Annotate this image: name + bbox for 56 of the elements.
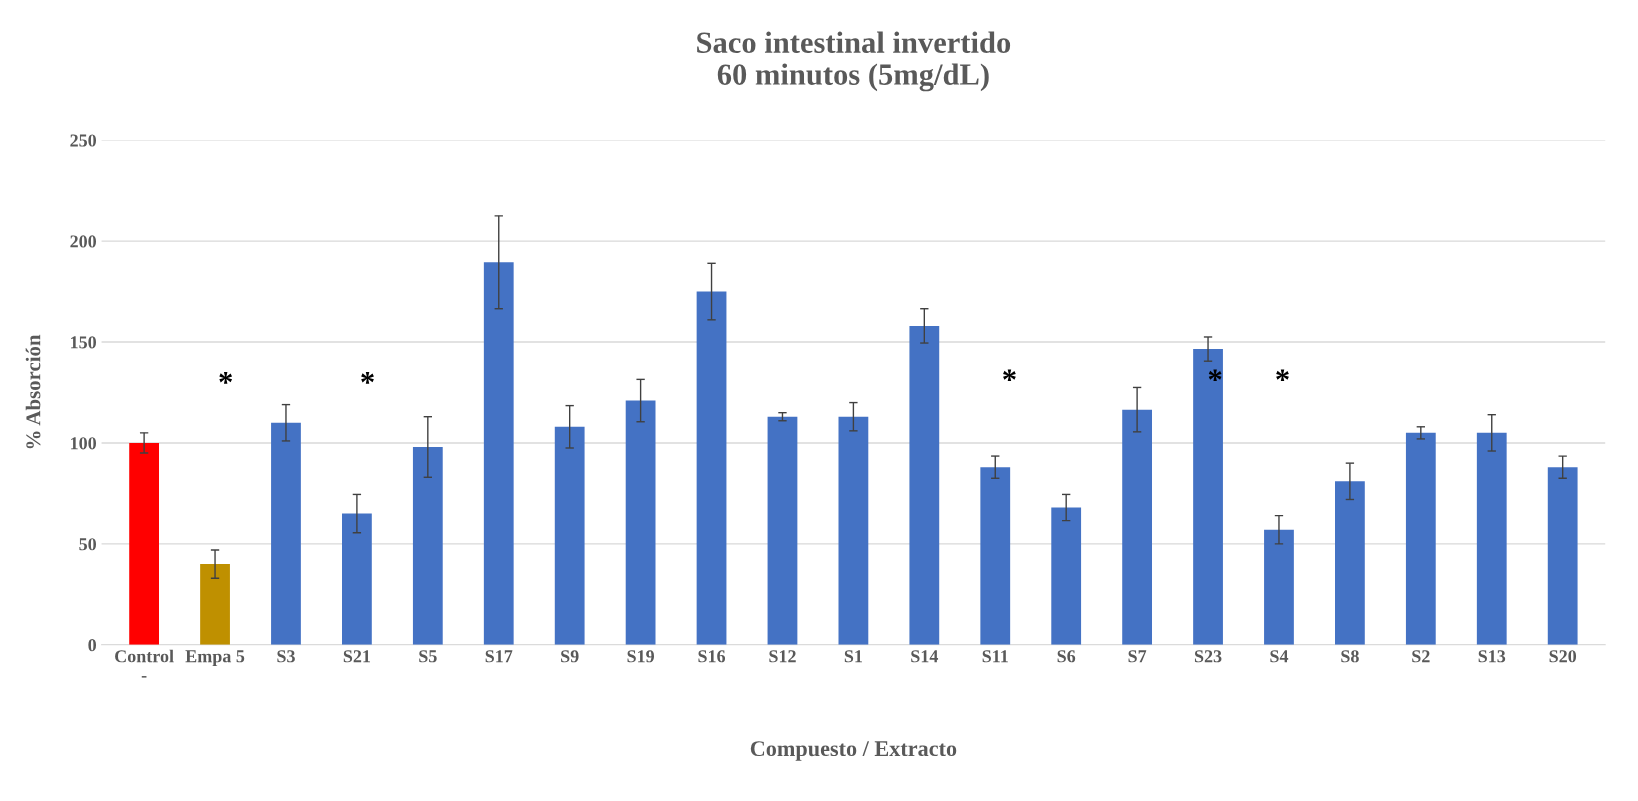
x-tick-label: S17 xyxy=(485,650,513,663)
y-tick-label: 200 xyxy=(70,235,97,248)
x-tick-label: S2 xyxy=(1412,650,1430,663)
annotation: * xyxy=(1208,369,1222,382)
x-tick-label: S9 xyxy=(561,650,579,663)
x-tick-label: S13 xyxy=(1478,650,1506,663)
x-tick-label: S6 xyxy=(1057,650,1076,663)
bar xyxy=(1193,349,1223,645)
y-tick-label: 0 xyxy=(88,639,97,652)
bar xyxy=(1264,529,1294,645)
annotation: * xyxy=(1276,369,1289,382)
bar xyxy=(1476,432,1507,645)
bar xyxy=(1122,409,1153,645)
x-tick-label: S23 xyxy=(1194,650,1222,663)
bar xyxy=(696,291,727,645)
bar xyxy=(1051,507,1082,645)
bar xyxy=(838,416,869,645)
bar xyxy=(1335,481,1365,645)
annotation: * xyxy=(361,372,374,384)
y-tick-label: 100 xyxy=(71,437,97,450)
x-tick-label: S21 xyxy=(343,650,371,663)
bar xyxy=(271,422,301,645)
x-tick-label: S5 xyxy=(419,650,437,663)
x-tick-label: S3 xyxy=(277,650,295,663)
x-tick-label: S7 xyxy=(1128,650,1147,663)
x-tick-label: S12 xyxy=(769,650,796,663)
x-tick-label: S8 xyxy=(1341,650,1359,663)
x-tick-label: S1 xyxy=(844,650,862,663)
bar xyxy=(342,513,372,645)
x-tick-label: S20 xyxy=(1549,650,1577,663)
chart-title: Saco intestinal invertido 60 minutos (5mg/dL) xyxy=(697,31,1011,92)
y-tick-label: 50 xyxy=(79,538,97,551)
bar xyxy=(1405,432,1436,645)
annotation: * xyxy=(1003,369,1016,382)
bar xyxy=(554,426,585,645)
x-axis-title: Compuesto / Extracto xyxy=(750,741,957,761)
x-tick-label: Empa 5 xyxy=(185,650,245,667)
bar xyxy=(980,467,1011,645)
bar xyxy=(767,416,798,645)
bar xyxy=(1547,467,1578,645)
x-tick-label: S14 xyxy=(911,650,939,663)
x-tick-label: S11 xyxy=(982,650,1008,663)
annotation: * xyxy=(219,372,233,384)
y-tick-label: 250 xyxy=(70,134,97,147)
x-tick-label: S19 xyxy=(627,650,655,663)
bar xyxy=(129,442,160,645)
x-tick-label: S16 xyxy=(698,650,726,663)
y-axis-title: % Absorción xyxy=(25,334,41,449)
y-tick-label: 150 xyxy=(71,336,97,349)
bar xyxy=(412,446,443,645)
x-tick-label: Control - xyxy=(115,649,174,678)
bar xyxy=(483,262,514,645)
bar xyxy=(909,325,940,645)
x-tick-label: S4 xyxy=(1270,650,1289,663)
bar xyxy=(200,564,230,645)
bar xyxy=(625,400,656,645)
